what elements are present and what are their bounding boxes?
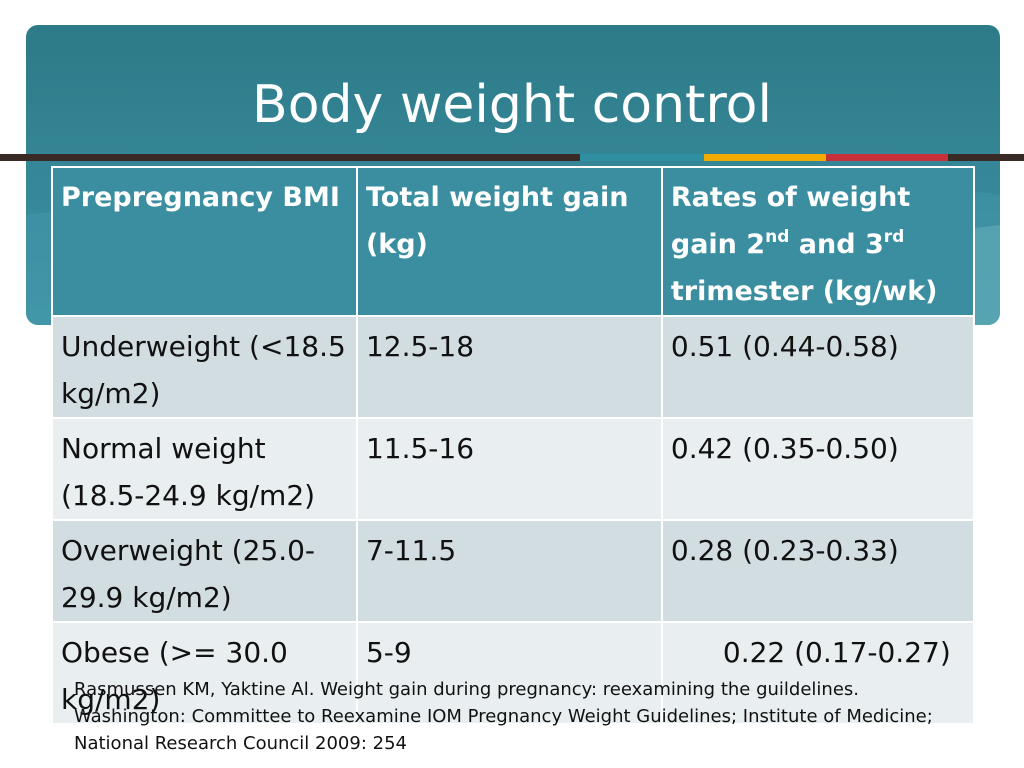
accent-bar-dark-right xyxy=(948,154,1024,161)
accent-bar-orange xyxy=(704,154,826,161)
header-prepregnancy-bmi: Prepregnancy BMI xyxy=(51,166,358,317)
cell-rate: 0.28 (0.23-0.33) xyxy=(660,519,976,623)
cell-gain: 7-11.5 xyxy=(355,519,663,623)
cell-bmi: Overweight (25.0-29.9 kg/m2) xyxy=(51,519,358,623)
table-row: Overweight (25.0-29.9 kg/m2) 7-11.5 0.28… xyxy=(51,519,976,623)
header-rate-text-1: Rates of weight gain 2 xyxy=(670,182,911,260)
cell-bmi: Underweight (<18.5 kg/m2) xyxy=(51,315,358,419)
cell-bmi: Obese (>= 30.0 kg/m2) xyxy=(51,621,358,725)
accent-bar-dark xyxy=(0,154,580,161)
cell-bmi: Normal weight (18.5-24.9 kg/m2) xyxy=(51,417,358,521)
slide-title: Body weight control xyxy=(252,75,772,135)
cell-gain: 12.5-18 xyxy=(355,315,663,419)
cell-rate: 0.22 (0.17-0.27) xyxy=(660,621,976,725)
cell-gain: 11.5-16 xyxy=(355,417,663,521)
cell-rate: 0.42 (0.35-0.50) xyxy=(660,417,976,521)
header-rate-sup-rd: rd xyxy=(883,227,905,247)
accent-bar-teal xyxy=(580,154,704,161)
table-row: Obese (>= 30.0 kg/m2) 5-9 0.22 (0.17-0.2… xyxy=(51,621,976,725)
header-rate-text-3: trimester (kg/wk) xyxy=(670,276,938,307)
weight-gain-table: Prepregnancy BMI Total weight gain (kg) … xyxy=(51,166,976,725)
accent-bar-red xyxy=(826,154,948,161)
header-rates-weight-gain: Rates of weight gain 2nd and 3rd trimest… xyxy=(660,166,976,317)
table-row: Normal weight (18.5-24.9 kg/m2) 11.5-16 … xyxy=(51,417,976,521)
table-row: Underweight (<18.5 kg/m2) 12.5-18 0.51 (… xyxy=(51,315,976,419)
cell-gain: 5-9 xyxy=(355,621,663,725)
header-rate-sup-nd: nd xyxy=(765,227,790,247)
header-rate-text-2: and 3 xyxy=(789,229,884,260)
cell-rate: 0.51 (0.44-0.58) xyxy=(660,315,976,419)
header-total-weight-gain: Total weight gain (kg) xyxy=(355,166,663,317)
citation-text: Rasmussen KM, Yaktine Al. Weight gain du… xyxy=(74,679,933,754)
table-header-row: Prepregnancy BMI Total weight gain (kg) … xyxy=(51,166,976,317)
